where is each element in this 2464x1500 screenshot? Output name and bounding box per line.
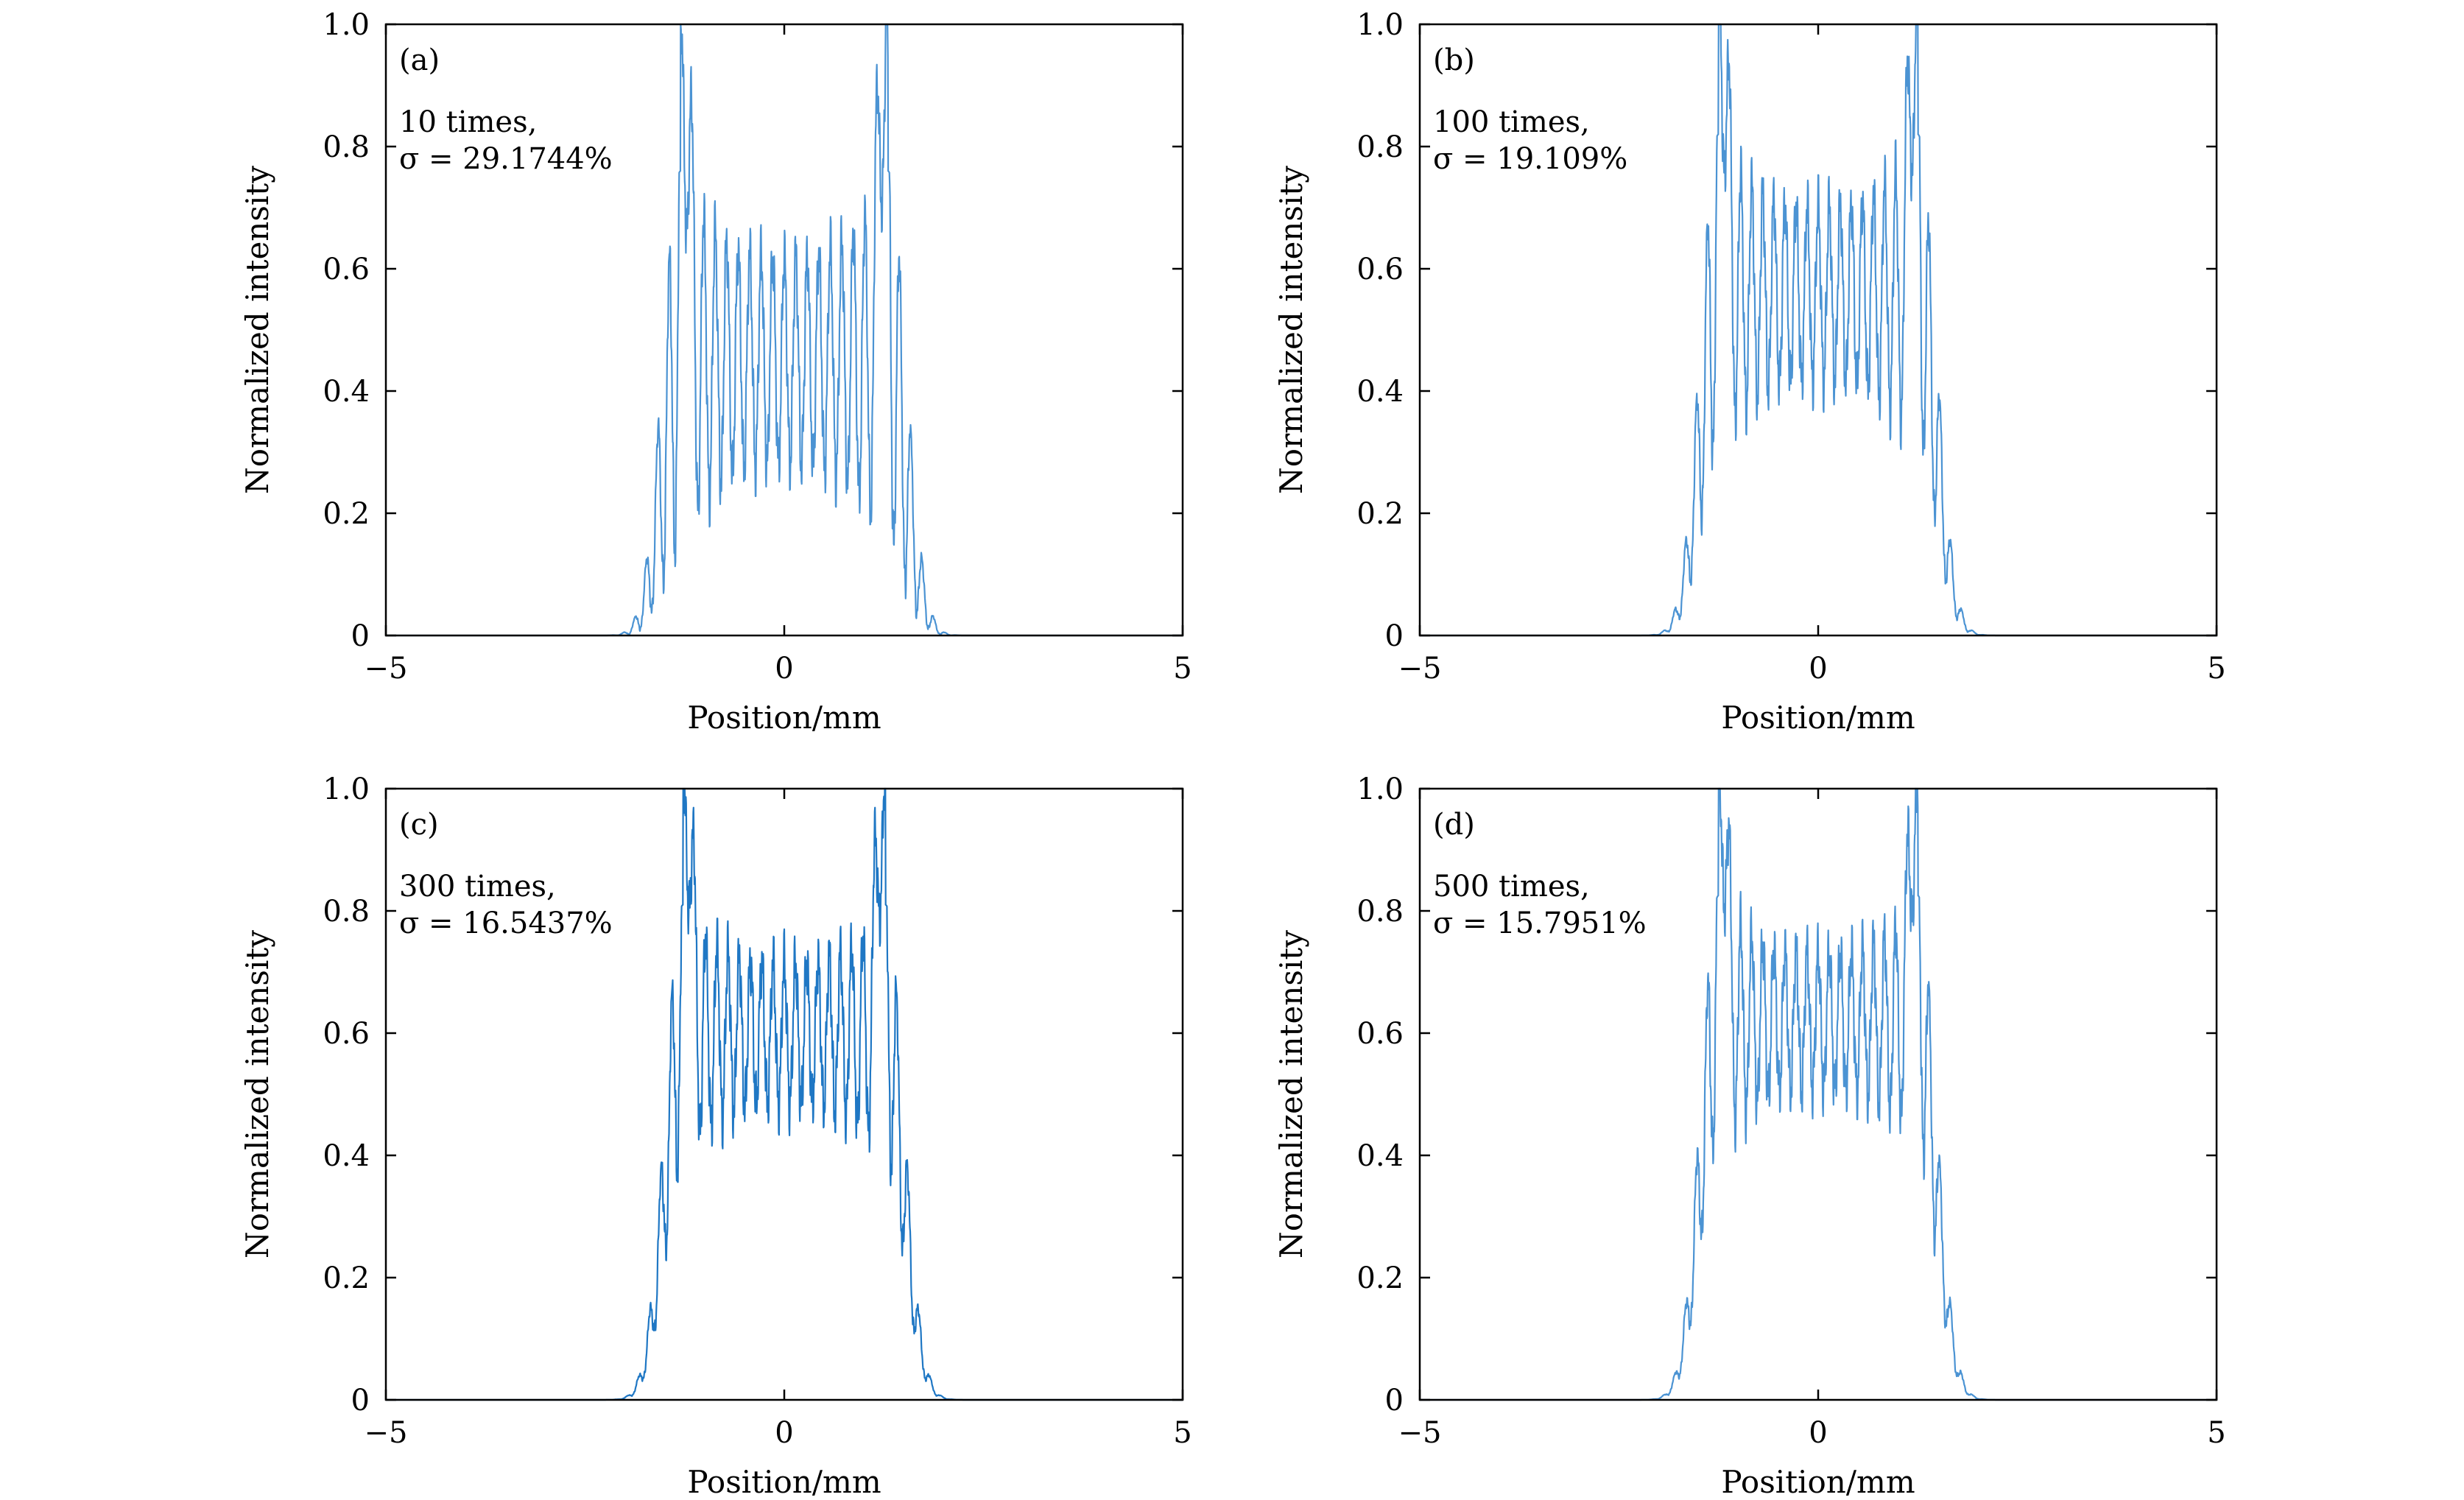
panel-annotation-line: 500 times, (1433, 870, 1590, 904)
x-axis-label: Position/mm (1721, 700, 1915, 736)
y-tick-label: 0.6 (323, 1017, 370, 1051)
panel-annotation-line: 100 times, (1433, 105, 1590, 139)
x-tick-label: 0 (775, 652, 793, 686)
panel-c: −5 0 500.20.40.60.81.0Position/mmNormalize… (239, 772, 1192, 1500)
x-tick-label: 5 (2207, 652, 2225, 686)
y-axis-label: Normalized intensity (1273, 930, 1309, 1258)
y-tick-label: 1.0 (1356, 772, 1404, 806)
y-tick-label: 0.6 (1356, 1017, 1404, 1051)
y-tick-label: 0.2 (323, 497, 370, 531)
x-axis-label: Position/mm (1721, 1464, 1915, 1500)
panel-d: −5 0 500.20.40.60.81.0Position/mmNormalize… (1273, 772, 2226, 1500)
y-tick-label: 0.8 (323, 895, 370, 929)
y-tick-label: 0.8 (1356, 130, 1404, 164)
y-tick-label: 0.6 (323, 253, 370, 286)
panel-label: (c) (399, 808, 439, 842)
y-tick-label: 0.6 (1356, 253, 1404, 286)
y-tick-label: 0.4 (323, 375, 370, 409)
x-tick-label: 0 (1809, 1416, 1827, 1450)
panel-label: (d) (1433, 808, 1475, 842)
x-tick-label: 5 (1173, 1416, 1191, 1450)
panel-b: −5 0 500.20.40.60.81.0Position/mmNormalize… (1273, 8, 2226, 736)
x-axis-label: Position/mm (687, 1464, 881, 1500)
y-tick-label: 0.8 (323, 130, 370, 164)
panel-annotation-line: σ = 15.7951% (1433, 906, 1647, 940)
x-tick-label: −5 (1398, 1416, 1442, 1450)
y-tick-label: 0 (1385, 1384, 1404, 1418)
y-tick-label: 0.2 (1356, 1261, 1404, 1295)
panel-annotation-line: σ = 29.1744% (399, 142, 613, 176)
y-tick-label: 0.4 (1356, 1139, 1404, 1173)
panel-annotation-line: σ = 16.5437% (399, 906, 613, 940)
panel-annotation-line: 300 times, (399, 870, 556, 904)
panel-annotation-line: σ = 19.109% (1433, 142, 1627, 176)
x-tick-label: 0 (775, 1416, 793, 1450)
y-tick-label: 0.2 (1356, 497, 1404, 531)
x-tick-label: 0 (1809, 652, 1827, 686)
x-axis-label: Position/mm (687, 700, 881, 736)
y-tick-label: 0.4 (323, 1139, 370, 1173)
y-tick-label: 0 (351, 1384, 370, 1418)
y-tick-label: 0 (1385, 619, 1404, 653)
x-tick-label: 5 (1173, 652, 1191, 686)
y-axis-label: Normalized intensity (239, 930, 275, 1258)
x-tick-label: −5 (365, 652, 408, 686)
panel-annotation-line: 10 times, (399, 105, 537, 139)
y-axis-label: Normalized intensity (239, 166, 275, 494)
y-tick-label: 0.4 (1356, 375, 1404, 409)
y-tick-label: 1.0 (1356, 8, 1404, 42)
y-tick-label: 0 (351, 619, 370, 653)
x-tick-label: −5 (1398, 652, 1442, 686)
y-tick-label: 0.8 (1356, 895, 1404, 929)
y-tick-label: 0.2 (323, 1261, 370, 1295)
y-tick-label: 1.0 (323, 772, 370, 806)
y-tick-label: 1.0 (323, 8, 370, 42)
x-tick-label: −5 (365, 1416, 408, 1450)
x-tick-label: 5 (2207, 1416, 2225, 1450)
y-axis-label: Normalized intensity (1273, 166, 1309, 494)
panel-label: (b) (1433, 43, 1475, 77)
panel-a: −5 0 500.20.40.60.81.0Position/mmNormalize… (239, 8, 1192, 736)
panel-label: (a) (399, 43, 440, 77)
